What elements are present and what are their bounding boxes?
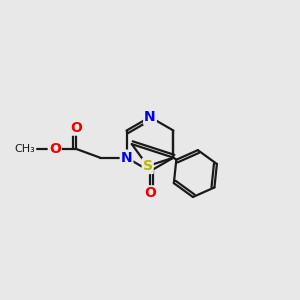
Text: O: O: [70, 121, 82, 135]
Text: N: N: [121, 151, 132, 165]
Text: O: O: [144, 186, 156, 200]
Text: N: N: [144, 110, 156, 124]
Text: CH₃: CH₃: [15, 144, 36, 154]
Text: S: S: [143, 159, 153, 173]
Text: O: O: [49, 142, 61, 156]
